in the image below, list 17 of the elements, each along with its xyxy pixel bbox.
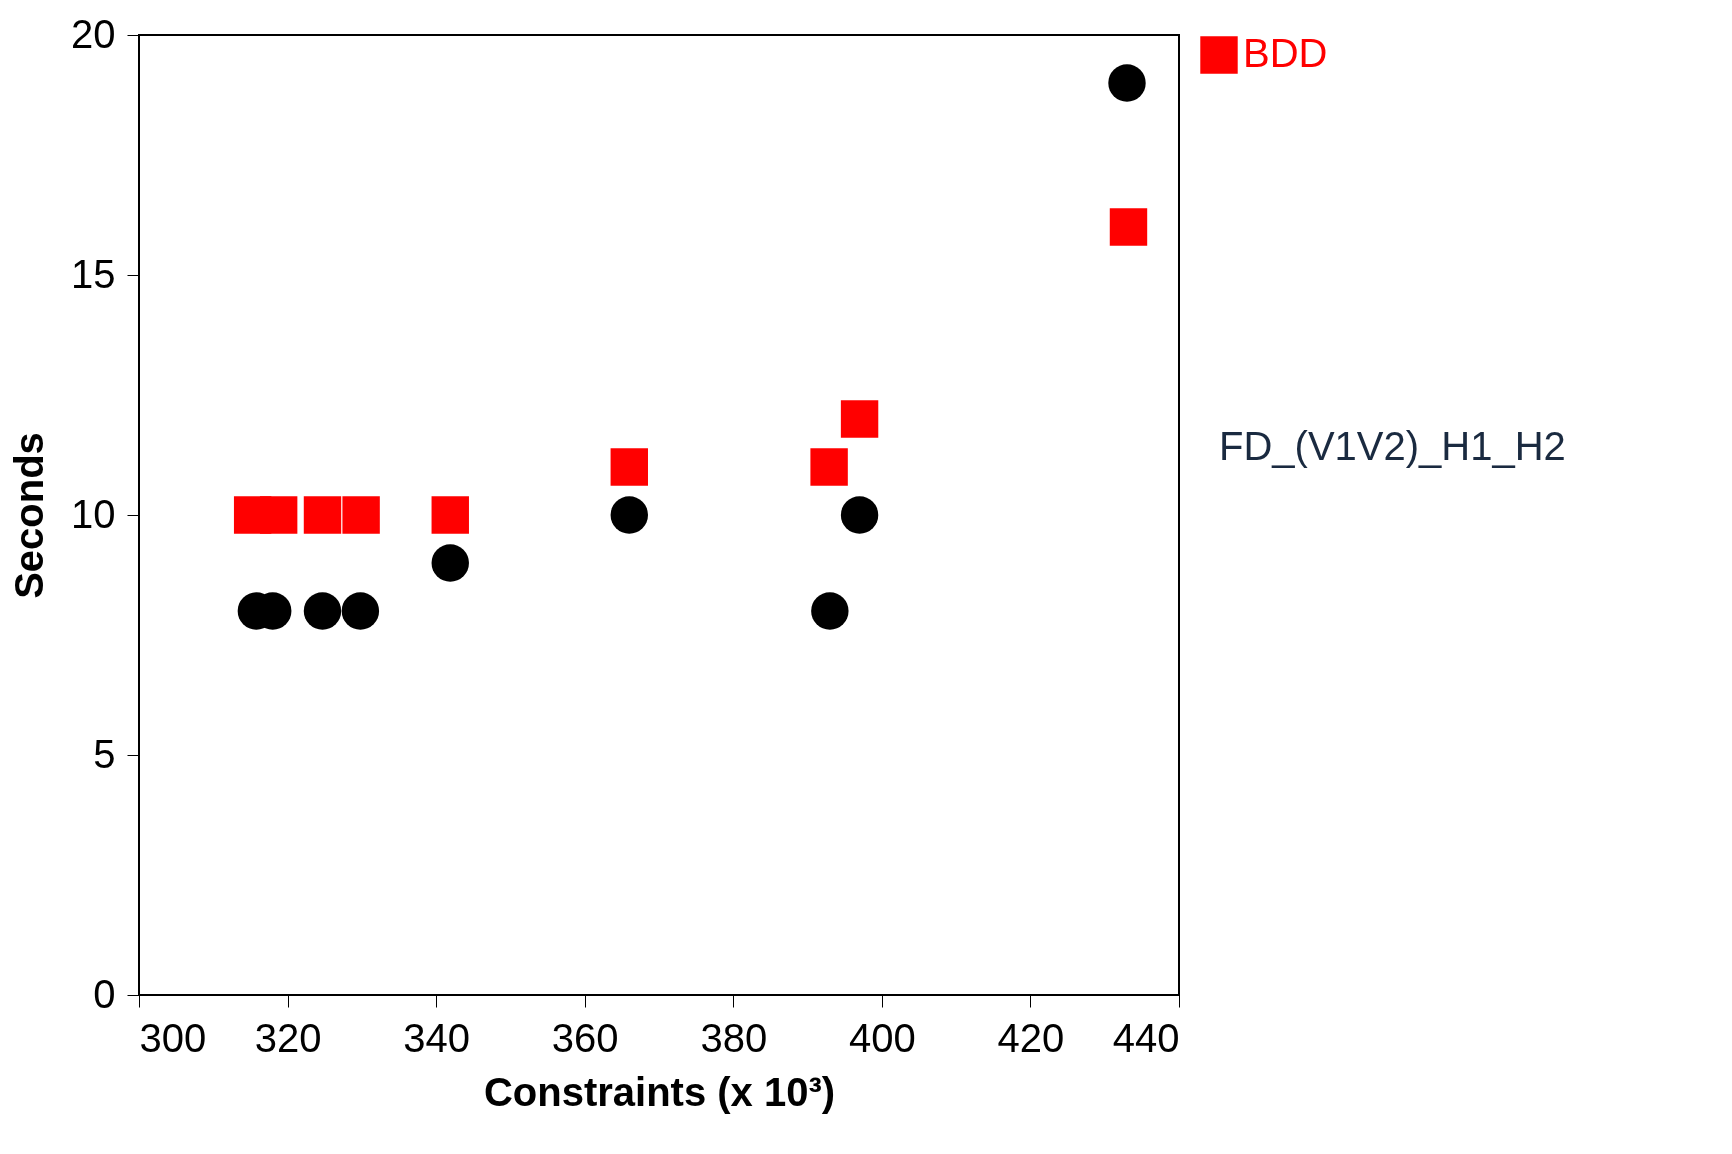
y-tick-label: 0 [93, 971, 116, 1016]
x-tick-label: 300 [139, 1015, 207, 1060]
x-tick-label: 400 [848, 1015, 916, 1060]
y-tick-label: 20 [71, 11, 116, 56]
x-tick-label: 320 [254, 1015, 322, 1060]
y-tick-label: 15 [71, 251, 116, 296]
x-tick-label: 380 [700, 1015, 768, 1060]
y-tick-label: 5 [93, 731, 116, 776]
x-tick-label: 440 [1112, 1015, 1180, 1060]
y-tick-label: 10 [71, 491, 116, 536]
x-tick-label: 340 [403, 1015, 471, 1060]
x-axis-title: Constraints (x 10³) [483, 1069, 836, 1114]
legend-label: BDD [1243, 31, 1328, 75]
x-tick-label: 360 [551, 1015, 619, 1060]
text: FD_(V1V2)_H1_H2 [1219, 423, 1566, 468]
x-tick-label: 420 [997, 1015, 1065, 1060]
y-axis-title: Seconds [7, 432, 52, 599]
